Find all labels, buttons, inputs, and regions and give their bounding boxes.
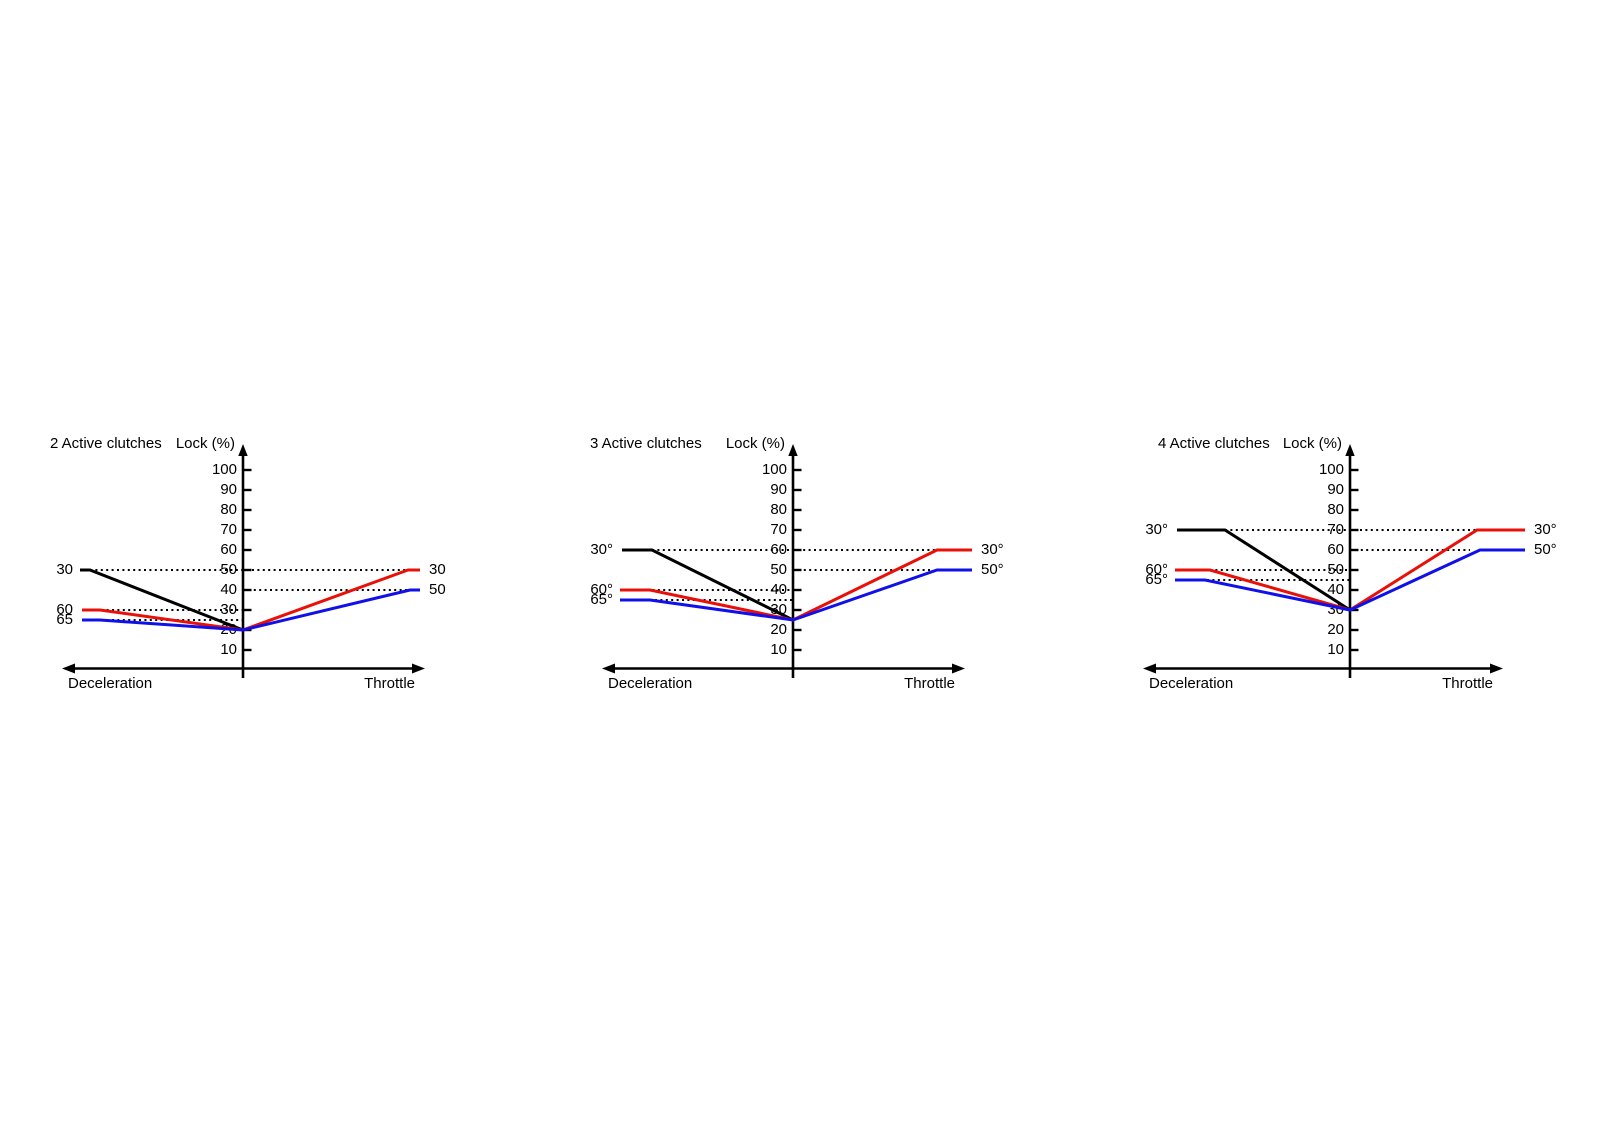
chart1-y-axis-label: Lock (%) [175, 435, 235, 452]
chart1-left-label-black: 30 [56, 561, 73, 578]
y-tick-label: 50 [770, 561, 787, 578]
chart3-y-axis-label: Lock (%) [1282, 435, 1342, 452]
y-tick-label: 50 [220, 561, 237, 578]
y-tick-label: 70 [770, 521, 787, 538]
y-tick-label: 100 [211, 461, 237, 478]
chart1-right-label-red: 30 [429, 561, 446, 578]
y-tick-label: 10 [1327, 641, 1344, 658]
chart1-title: 2 Active clutches [50, 435, 162, 452]
y-tick-label: 10 [770, 641, 787, 658]
y-tick-label: 80 [1327, 501, 1344, 518]
chart2-left-label-blue: 65° [590, 591, 613, 608]
chart3-x-label-deceleration: Deceleration [1149, 675, 1234, 692]
chart3-right-label-red: 30° [1534, 521, 1557, 538]
y-tick-label: 20 [770, 621, 787, 638]
y-tick-label: 20 [1327, 621, 1344, 638]
y-tick-label: 70 [220, 521, 237, 538]
y-tick-label: 90 [770, 481, 787, 498]
y-tick-label: 40 [770, 581, 787, 598]
chart2-title: 3 Active clutches [590, 435, 702, 452]
y-tick-label: 30 [770, 601, 787, 618]
y-tick-label: 60 [220, 541, 237, 558]
y-tick-label: 10 [220, 641, 237, 658]
y-tick-label: 50 [1327, 561, 1344, 578]
y-tick-label: 100 [1318, 461, 1344, 478]
y-tick-label: 100 [761, 461, 787, 478]
chart1-x-label-throttle: Throttle [364, 675, 415, 692]
y-tick-label: 90 [1327, 481, 1344, 498]
chart1-left-label-red: 60 [56, 601, 73, 618]
chart2-left-label-black: 30° [590, 541, 613, 558]
chart2-right-label-blue: 50° [981, 561, 1004, 578]
chart3-left-label-black: 30° [1145, 521, 1168, 538]
chart1-right-label-blue: 50 [429, 581, 446, 598]
y-tick-label: 90 [220, 481, 237, 498]
chart3-left-label-blue: 65° [1145, 571, 1168, 588]
y-tick-label: 20 [220, 621, 237, 638]
chart2-left-label-red: 60° [590, 581, 613, 598]
chart2-y-axis-label: Lock (%) [725, 435, 785, 452]
chart3-title: 4 Active clutches [1158, 435, 1270, 452]
y-tick-label: 70 [1327, 521, 1344, 538]
y-tick-label: 40 [1327, 581, 1344, 598]
y-tick-label: 80 [770, 501, 787, 518]
chart1-left-label-blue: 65 [56, 611, 73, 628]
y-tick-label: 30 [220, 601, 237, 618]
chart1-x-label-deceleration: Deceleration [68, 675, 153, 692]
y-tick-label: 30 [1327, 601, 1344, 618]
chart2-right-label-red: 30° [981, 541, 1004, 558]
y-tick-label: 40 [220, 581, 237, 598]
chart2-x-label-deceleration: Deceleration [608, 675, 693, 692]
y-tick-label: 60 [1327, 541, 1344, 558]
chart3-right-label-blue: 50° [1534, 541, 1557, 558]
y-tick-label: 80 [220, 501, 237, 518]
chart3-x-label-throttle: Throttle [1442, 675, 1493, 692]
chart2-x-label-throttle: Throttle [904, 675, 955, 692]
y-tick-label: 60 [770, 541, 787, 558]
chart3-left-label-red: 60° [1145, 561, 1168, 578]
